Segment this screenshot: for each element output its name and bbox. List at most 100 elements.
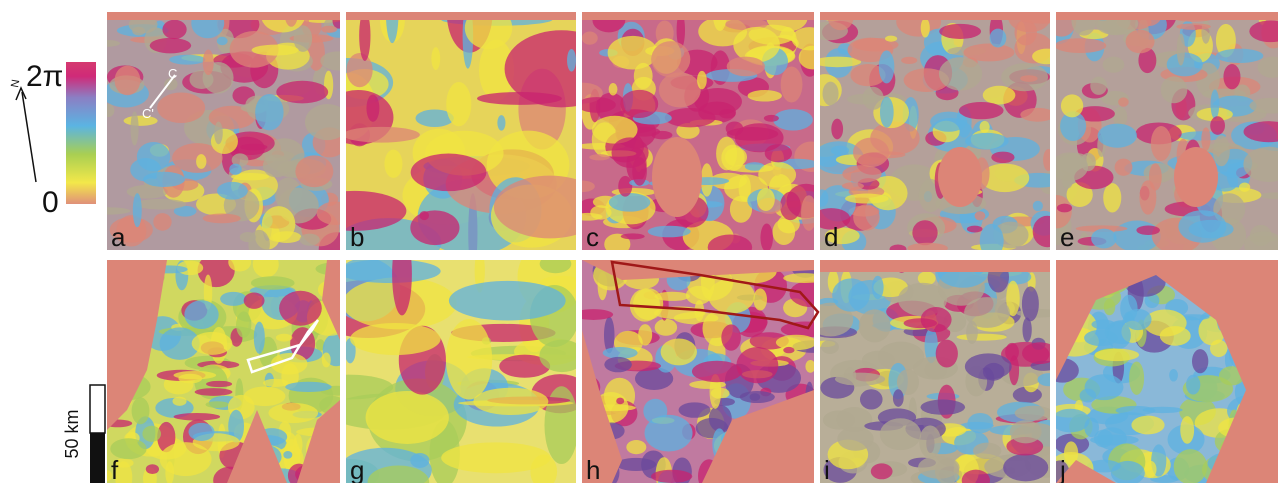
texture [146, 464, 159, 474]
texture [276, 81, 328, 104]
panel-image [303, 233, 589, 483]
texture [964, 44, 1015, 62]
texture [930, 112, 967, 132]
texture [805, 360, 815, 373]
texture [832, 278, 870, 311]
texture [162, 20, 186, 39]
texture [1080, 389, 1096, 403]
top-strip [820, 12, 1050, 20]
texture [441, 442, 551, 473]
panel-image [1044, 249, 1278, 483]
texture [1149, 163, 1162, 190]
texture [1151, 126, 1172, 161]
texture [748, 90, 782, 102]
texture [821, 340, 839, 354]
texture [540, 255, 572, 274]
texture [346, 53, 372, 87]
texture [248, 230, 270, 259]
texture [142, 426, 161, 442]
texture [135, 199, 186, 210]
texture [957, 334, 1007, 341]
figure: 2π 0 N 50 km abcdefghijCC' [0, 0, 1278, 483]
texture [758, 162, 796, 188]
texture [990, 29, 1007, 48]
panel-image [562, 0, 831, 260]
texture [965, 133, 1008, 150]
texture [842, 165, 881, 183]
texture [321, 26, 337, 33]
texture [920, 400, 965, 415]
panel: c [562, 0, 831, 260]
texture [831, 146, 849, 156]
texture [102, 104, 114, 117]
panel: b [302, 0, 619, 272]
texture [721, 324, 741, 350]
texture [991, 152, 1014, 163]
panel: j [1044, 249, 1278, 483]
texture [645, 415, 693, 452]
texture [753, 288, 767, 310]
texture [879, 50, 895, 83]
texture [1103, 183, 1121, 212]
texture [780, 192, 801, 220]
texture [132, 397, 150, 424]
texture [1223, 64, 1240, 89]
texture [721, 145, 744, 171]
texture [1192, 349, 1208, 373]
panels: abcdefghijCC' [84, 0, 1278, 483]
texture [217, 37, 228, 45]
texture [736, 347, 778, 383]
texture [964, 297, 1010, 328]
texture [582, 32, 598, 45]
texture [1015, 406, 1053, 421]
texture [845, 194, 889, 204]
scale-bar-white [90, 385, 105, 433]
texture [1210, 340, 1227, 357]
colorbar [66, 62, 96, 204]
texture [621, 233, 645, 239]
texture [95, 40, 120, 47]
texture [198, 254, 235, 288]
texture [1174, 449, 1208, 483]
texture [632, 157, 647, 186]
texture [655, 319, 677, 336]
texture [626, 440, 646, 454]
texture [1201, 20, 1210, 44]
texture [983, 86, 1016, 105]
panel: i [808, 250, 1068, 483]
top-strip [346, 12, 576, 20]
texture [726, 121, 744, 135]
panel-image [808, 250, 1068, 483]
texture [816, 189, 829, 206]
texture [959, 102, 1004, 119]
texture [651, 41, 690, 77]
texture [196, 154, 206, 169]
texture [783, 347, 794, 353]
texture [449, 281, 566, 321]
texture [1054, 38, 1106, 53]
texture [880, 97, 894, 128]
texture [835, 373, 885, 386]
panel-image [564, 251, 837, 483]
texture [253, 251, 279, 278]
top-strip [1056, 12, 1278, 20]
texture [592, 8, 625, 32]
texture [776, 335, 817, 350]
texture [1201, 127, 1210, 151]
texture [228, 253, 251, 272]
texture [206, 401, 229, 408]
texture [1033, 201, 1043, 211]
texture [616, 398, 624, 405]
texture [893, 389, 904, 407]
lake-mask [652, 137, 702, 217]
texture [1081, 153, 1096, 171]
texture [143, 172, 185, 187]
texture [1043, 149, 1054, 171]
texture [255, 94, 283, 130]
texture [174, 413, 221, 421]
texture [217, 182, 248, 200]
texture [659, 72, 701, 107]
texture [765, 144, 792, 162]
texture [620, 90, 658, 118]
texture [322, 352, 331, 367]
